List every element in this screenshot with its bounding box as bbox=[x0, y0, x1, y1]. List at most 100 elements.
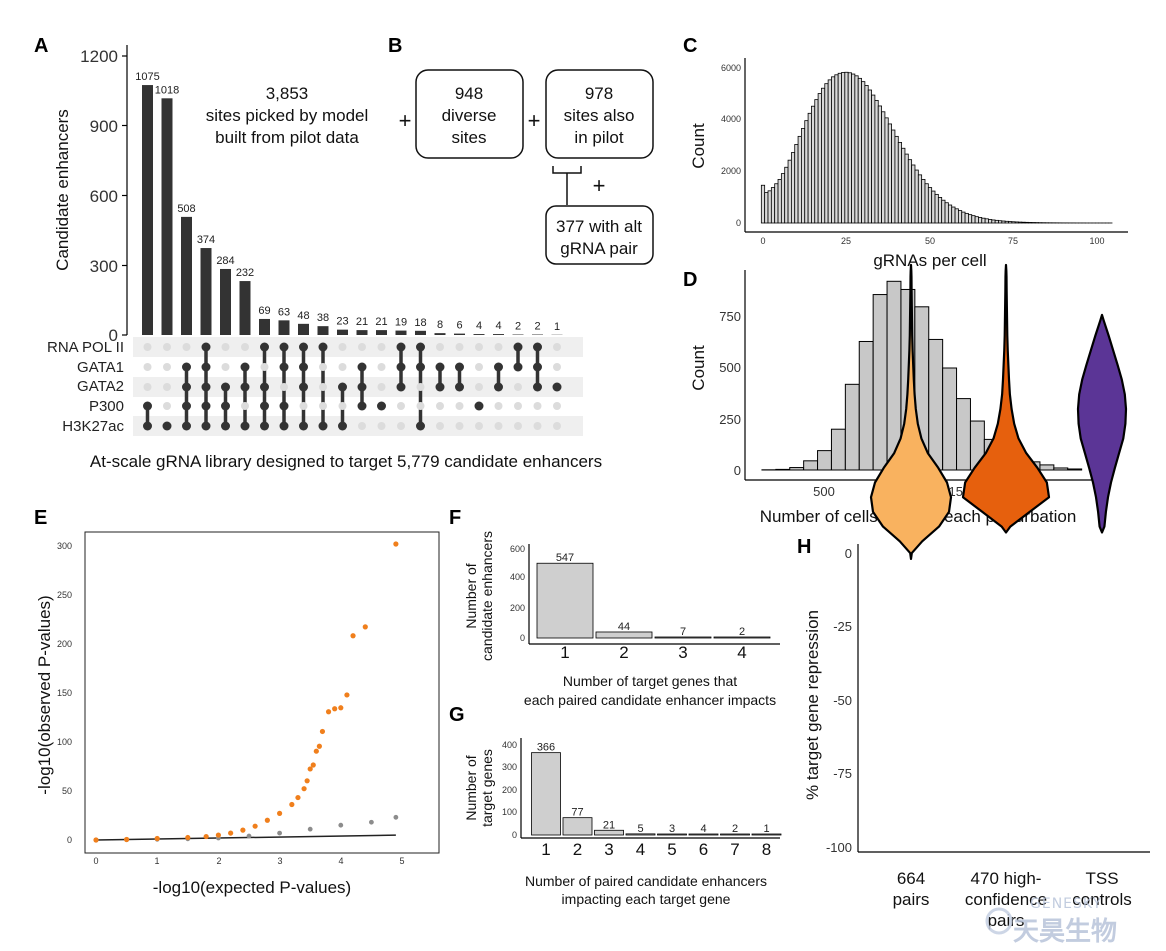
bar-value-label: 4 bbox=[476, 320, 482, 332]
ytick-label: -100 bbox=[826, 840, 852, 855]
histogram-bar bbox=[931, 190, 936, 224]
xtick-label: 1 bbox=[154, 856, 159, 866]
histogram-bar bbox=[844, 383, 860, 471]
matrix-dot-active bbox=[221, 401, 230, 411]
histogram-bar bbox=[1021, 221, 1026, 224]
matrix-dot-active bbox=[318, 421, 328, 431]
ytick-label: 0 bbox=[109, 326, 118, 345]
bar bbox=[473, 334, 485, 335]
ytick-label: 400 bbox=[502, 740, 517, 750]
ytick-label: 250 bbox=[57, 590, 72, 600]
box-diverse-sites-line: diverse bbox=[442, 106, 497, 125]
observed-point bbox=[304, 778, 310, 784]
matrix-dot-inactive bbox=[377, 343, 386, 351]
bar bbox=[298, 323, 309, 335]
histogram-bar bbox=[824, 83, 829, 224]
matrix-dot-active bbox=[357, 382, 367, 392]
matrix-dot-inactive bbox=[143, 363, 152, 371]
bar bbox=[454, 333, 465, 335]
histogram-bar bbox=[941, 199, 946, 224]
histogram-bar bbox=[834, 74, 839, 224]
matrix-dot-inactive bbox=[163, 363, 171, 371]
histogram-bar bbox=[891, 129, 896, 224]
matrix-dot-active bbox=[416, 342, 425, 352]
xtick-label: 5 bbox=[399, 856, 404, 866]
panel-c-ticks: 0 2000 4000 6000 0 25 50 75 100 bbox=[721, 63, 1105, 246]
bar-value-label: 69 bbox=[258, 305, 270, 317]
histogram-bar bbox=[867, 89, 872, 224]
bar-value-label: 4 bbox=[700, 823, 706, 835]
null-point bbox=[246, 833, 252, 839]
panel-g-xlabel-line: Number of paired candidate enhancers bbox=[525, 873, 767, 889]
group-label-line: 664 bbox=[897, 869, 925, 888]
histogram-bar bbox=[917, 174, 923, 224]
matrix-dot-active bbox=[513, 362, 523, 372]
matrix-dot-active bbox=[338, 421, 347, 431]
matrix-dot-inactive bbox=[338, 343, 347, 351]
watermark-swirl-icon bbox=[985, 907, 1013, 935]
panel-a-caption: At-scale gRNA library designed to target… bbox=[90, 452, 602, 471]
matrix-dot-inactive bbox=[163, 383, 171, 391]
histogram-bar bbox=[1001, 220, 1006, 224]
xtick-label: 75 bbox=[1008, 236, 1018, 246]
histogram-bar bbox=[934, 193, 939, 224]
matrix-dot-active bbox=[416, 421, 425, 431]
panel-a-yticks: 0 300 600 900 1200 bbox=[80, 47, 127, 345]
xtick-label: 25 bbox=[841, 236, 851, 246]
matrix-dot-inactive bbox=[241, 343, 249, 351]
histogram-bar bbox=[937, 197, 943, 224]
bar bbox=[688, 833, 719, 836]
histogram-bar bbox=[877, 105, 882, 224]
histogram-bar bbox=[1014, 221, 1019, 224]
observed-point bbox=[295, 794, 301, 801]
matrix-dot-inactive bbox=[514, 383, 522, 391]
histogram-bar bbox=[1053, 467, 1069, 471]
bar-value-label: 8 bbox=[437, 319, 443, 331]
bar-value-label: 1 bbox=[763, 823, 769, 835]
bar-value-label: 1018 bbox=[155, 84, 179, 96]
panel-h-letter: H bbox=[797, 536, 811, 558]
bar bbox=[142, 85, 153, 335]
set-name-label: P300 bbox=[89, 398, 124, 415]
histogram-bar bbox=[901, 147, 906, 224]
matrix-dot-active bbox=[201, 362, 211, 372]
histogram-bar bbox=[942, 367, 958, 471]
histogram-bar bbox=[817, 450, 832, 471]
histogram-bar bbox=[984, 218, 989, 224]
ytick-label: -50 bbox=[833, 693, 852, 708]
histogram-bar bbox=[857, 77, 862, 224]
xtick-label: 3 bbox=[678, 643, 687, 662]
matrix-dot-inactive bbox=[260, 363, 269, 371]
null-point bbox=[338, 822, 344, 828]
observed-point bbox=[319, 728, 326, 735]
ytick-label: 250 bbox=[719, 412, 741, 427]
histogram-bar bbox=[807, 112, 812, 224]
panel-e-letter: E bbox=[34, 507, 47, 529]
ytick-label: 900 bbox=[90, 117, 118, 136]
panel-d-letter: D bbox=[683, 269, 697, 291]
observed-point bbox=[93, 837, 99, 843]
box-pilot-sites bbox=[545, 69, 654, 159]
matrix-dot-active bbox=[533, 382, 542, 392]
matrix-dot-inactive bbox=[475, 422, 483, 430]
matrix-dot-active bbox=[260, 342, 269, 352]
histogram-bar bbox=[1028, 222, 1033, 224]
observed-point bbox=[240, 827, 246, 833]
xtick-label: 2 bbox=[573, 840, 582, 859]
box-diverse-sites-line: 948 bbox=[455, 84, 483, 103]
bar-value-label: 1075 bbox=[135, 71, 159, 83]
histogram-bar bbox=[864, 85, 869, 224]
histogram-bar bbox=[894, 135, 899, 224]
matrix-dot-active bbox=[552, 382, 562, 392]
panel-f: F Number of candidate enhancers 0 200 40… bbox=[449, 507, 780, 708]
xtick-label: 3 bbox=[604, 840, 613, 859]
matrix-dot-inactive bbox=[397, 402, 405, 410]
matrix-dot-inactive bbox=[397, 422, 405, 430]
matrix-dot-active bbox=[279, 421, 289, 431]
matrix-dot-active bbox=[143, 421, 152, 431]
plus-sign: + bbox=[399, 108, 412, 133]
group-label-line: confidence bbox=[965, 890, 1047, 909]
histogram-bar bbox=[797, 135, 802, 224]
matrix-dot-active bbox=[513, 342, 523, 352]
